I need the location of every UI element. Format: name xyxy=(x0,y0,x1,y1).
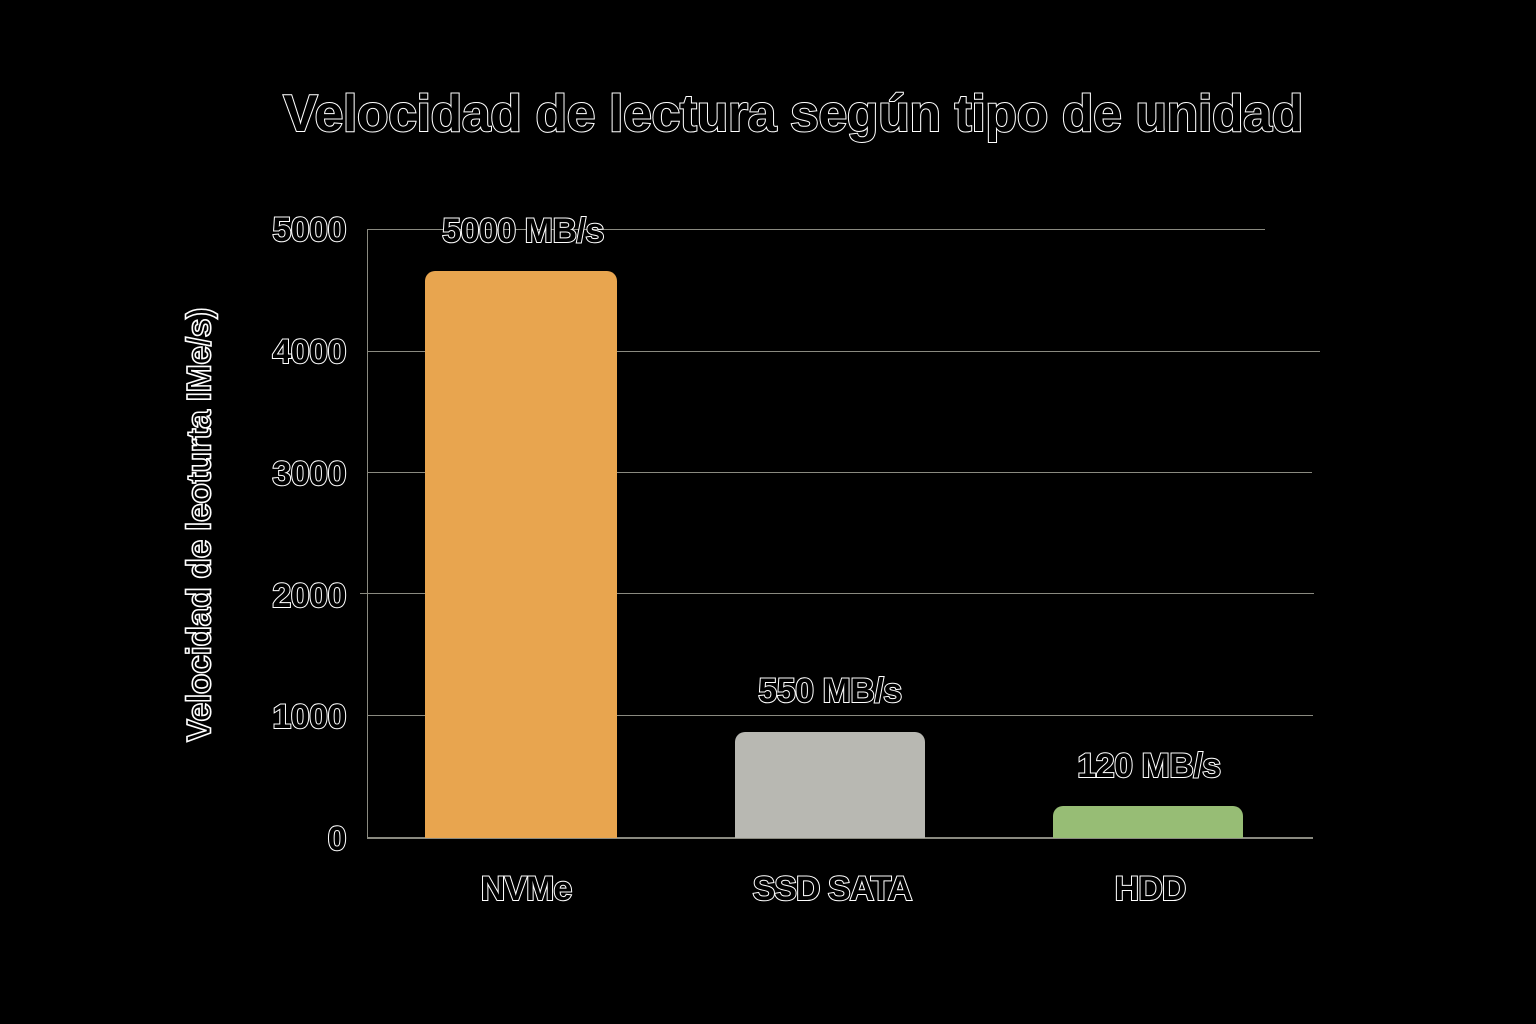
value-label-ssd-sata: 550 MB/s xyxy=(757,671,903,711)
bar-ssd-sata xyxy=(735,732,925,838)
ytick-5000: 5000 xyxy=(271,211,347,249)
bar-hdd xyxy=(1053,806,1243,838)
x-label-nvme: NVMe xyxy=(480,869,573,909)
gridline-5000 xyxy=(367,229,1265,230)
ytick-1000: 1000 xyxy=(271,698,347,736)
value-label-nvme: 5000 MB/s xyxy=(441,211,605,251)
ytick-4000: 4000 xyxy=(271,333,347,371)
x-label-ssd-sata: SSD SATA xyxy=(752,869,914,909)
ytick-0: 0 xyxy=(327,820,348,858)
x-label-hdd: HDD xyxy=(1114,869,1188,909)
y-axis-label: Velocidad de leoturta IMe/s) xyxy=(180,307,220,742)
x-axis-baseline xyxy=(367,837,1313,839)
bar-nvme xyxy=(425,271,617,838)
gridline-4000 xyxy=(367,351,1320,352)
gridline-1000 xyxy=(367,715,1313,716)
value-label-hdd: 120 MB/s xyxy=(1076,746,1222,786)
chart-title: Velocidad de lectura según tipo de unida… xyxy=(282,84,1304,144)
ytick-3000: 3000 xyxy=(271,455,347,493)
y-axis-line xyxy=(367,229,368,838)
ytick-2000: 2000 xyxy=(271,577,347,615)
gridline-2000 xyxy=(360,593,1314,594)
gridline-3000 xyxy=(367,472,1312,473)
